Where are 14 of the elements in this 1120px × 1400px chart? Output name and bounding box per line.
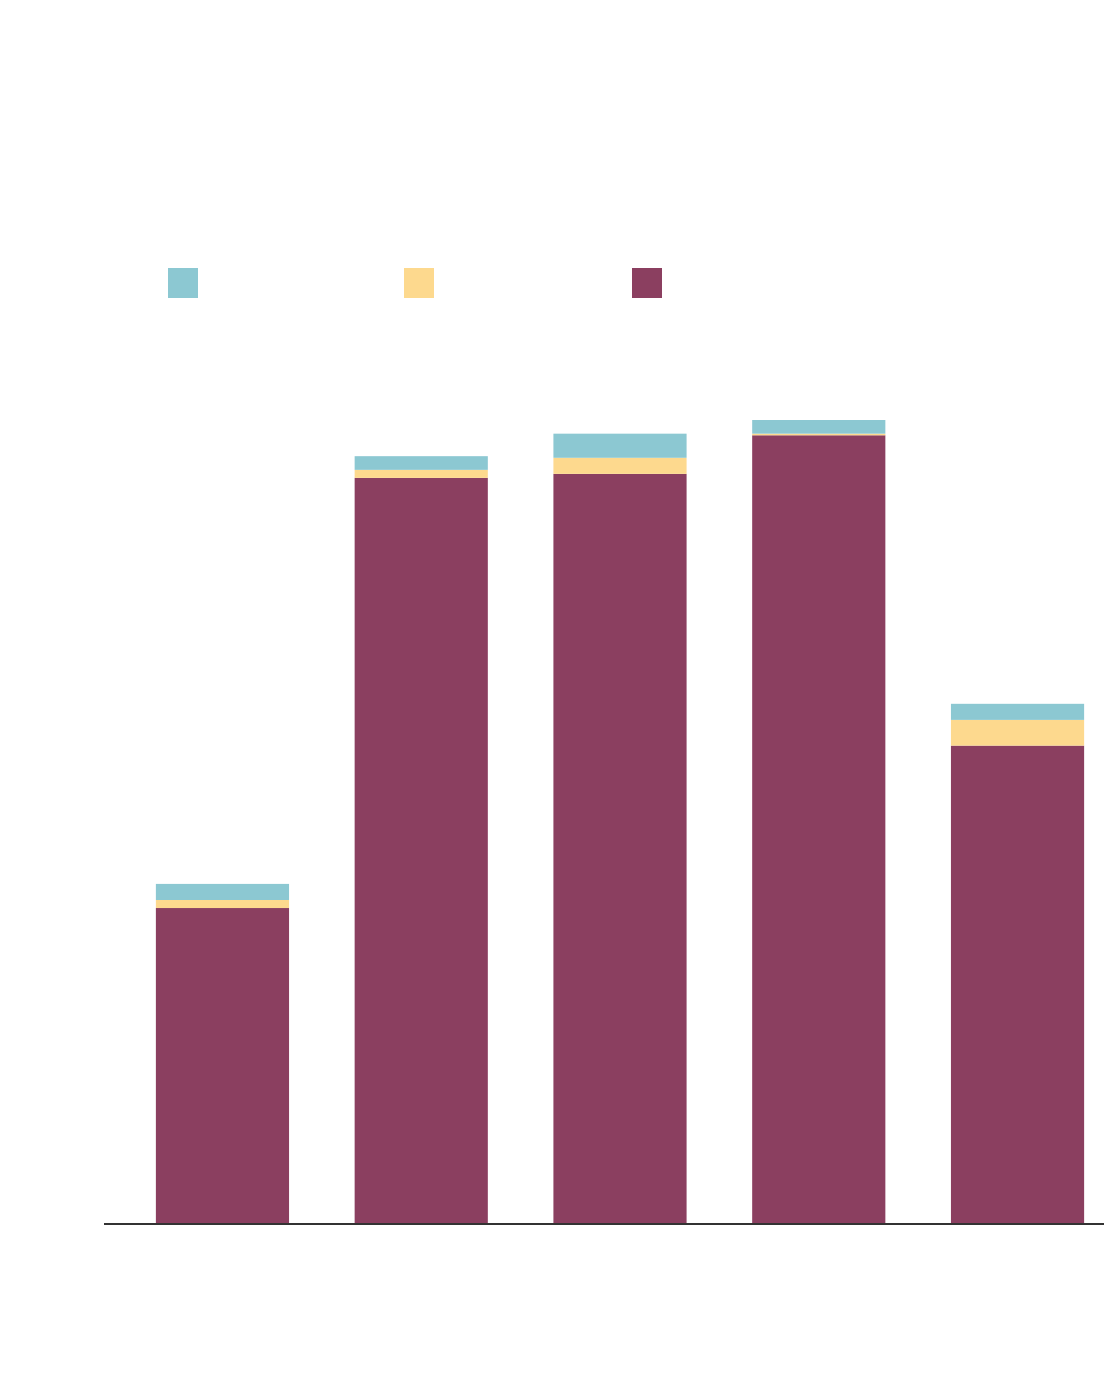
- bar: [155, 899, 290, 909]
- bar: [155, 883, 290, 900]
- bar: [354, 477, 488, 1224]
- bar: [354, 469, 488, 478]
- bar: [752, 435, 886, 1224]
- bar: [950, 745, 1085, 1224]
- bar: [354, 456, 488, 470]
- bar: [950, 719, 1085, 746]
- bar: [553, 457, 687, 474]
- bar: [950, 703, 1085, 720]
- bar: [553, 473, 687, 1224]
- bar: [553, 433, 687, 458]
- bar: [155, 908, 290, 1224]
- bar: [752, 420, 886, 434]
